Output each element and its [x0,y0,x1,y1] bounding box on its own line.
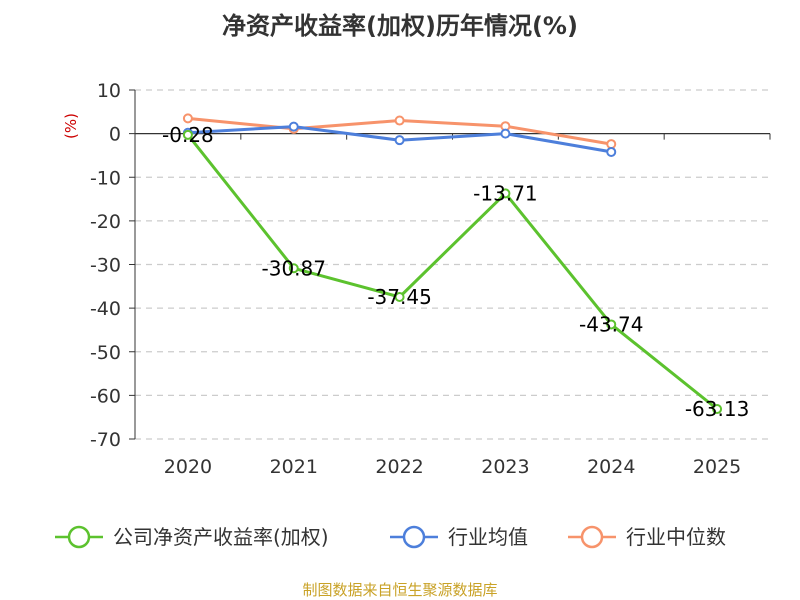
data-point [394,115,405,126]
y-tick-label: -20 [90,211,121,233]
data-point [712,404,723,415]
source-note: 制图数据来自恒生聚源数据库 [302,581,497,599]
legend: 公司净资产收益率(加权) 行业均值 行业中位数 [55,525,726,549]
data-point [288,121,299,132]
x-tick-label: 2023 [481,456,529,478]
data-point [394,135,405,146]
x-tick-label: 2021 [270,456,318,478]
series-lines [182,113,723,415]
data-point [394,292,405,303]
data-label: -13.71 [473,181,537,205]
y-tick-label: -70 [90,429,121,451]
y-tick-label: -30 [90,255,121,277]
legend-label: 公司净资产收益率(加权) [113,525,329,549]
x-tick-label: 2025 [693,456,741,478]
x-tick-label: 2024 [587,456,635,478]
grid-lines [135,89,770,440]
legend-swatch-marker [402,525,426,549]
data-label: -43.74 [579,312,643,336]
y-tick-label: -10 [90,167,121,189]
data-label: -63.13 [685,397,749,421]
data-point [606,319,617,330]
x-tick-label: 2020 [164,456,212,478]
data-point [606,139,617,150]
data-point [182,113,193,124]
data-point [500,128,511,139]
data-point [606,146,617,157]
y-tick-label: -50 [90,342,121,364]
data-label: -37.45 [367,285,431,309]
x-tick-label: 2022 [375,456,423,478]
data-label: -0.28 [162,123,214,147]
data-label: -30.87 [262,256,326,280]
data-point [500,188,511,199]
y-tick-label: 10 [97,80,121,102]
legend-label: 行业中位数 [626,525,726,549]
legend-swatch-marker [67,525,91,549]
y-tick-label: 0 [109,124,121,146]
chart-title: 净资产收益率(加权)历年情况(%) [222,12,578,40]
data-labels: -0.28 -30.87 -37.45 -13.71 -43.74 -63.13 [162,123,749,421]
legend-label: 行业均值 [448,525,528,549]
series-line [186,133,719,411]
y-axis-unit-label: (%) [62,113,80,139]
axes: 10 0 -10 -20 -30 -40 -50 -60 -70 2020 2021 2022 2023… [90,80,771,478]
legend-swatch-marker [580,525,604,549]
y-tick-label: -40 [90,298,121,320]
data-point [182,129,193,140]
y-tick-label: -60 [90,385,121,407]
data-point [288,263,299,274]
